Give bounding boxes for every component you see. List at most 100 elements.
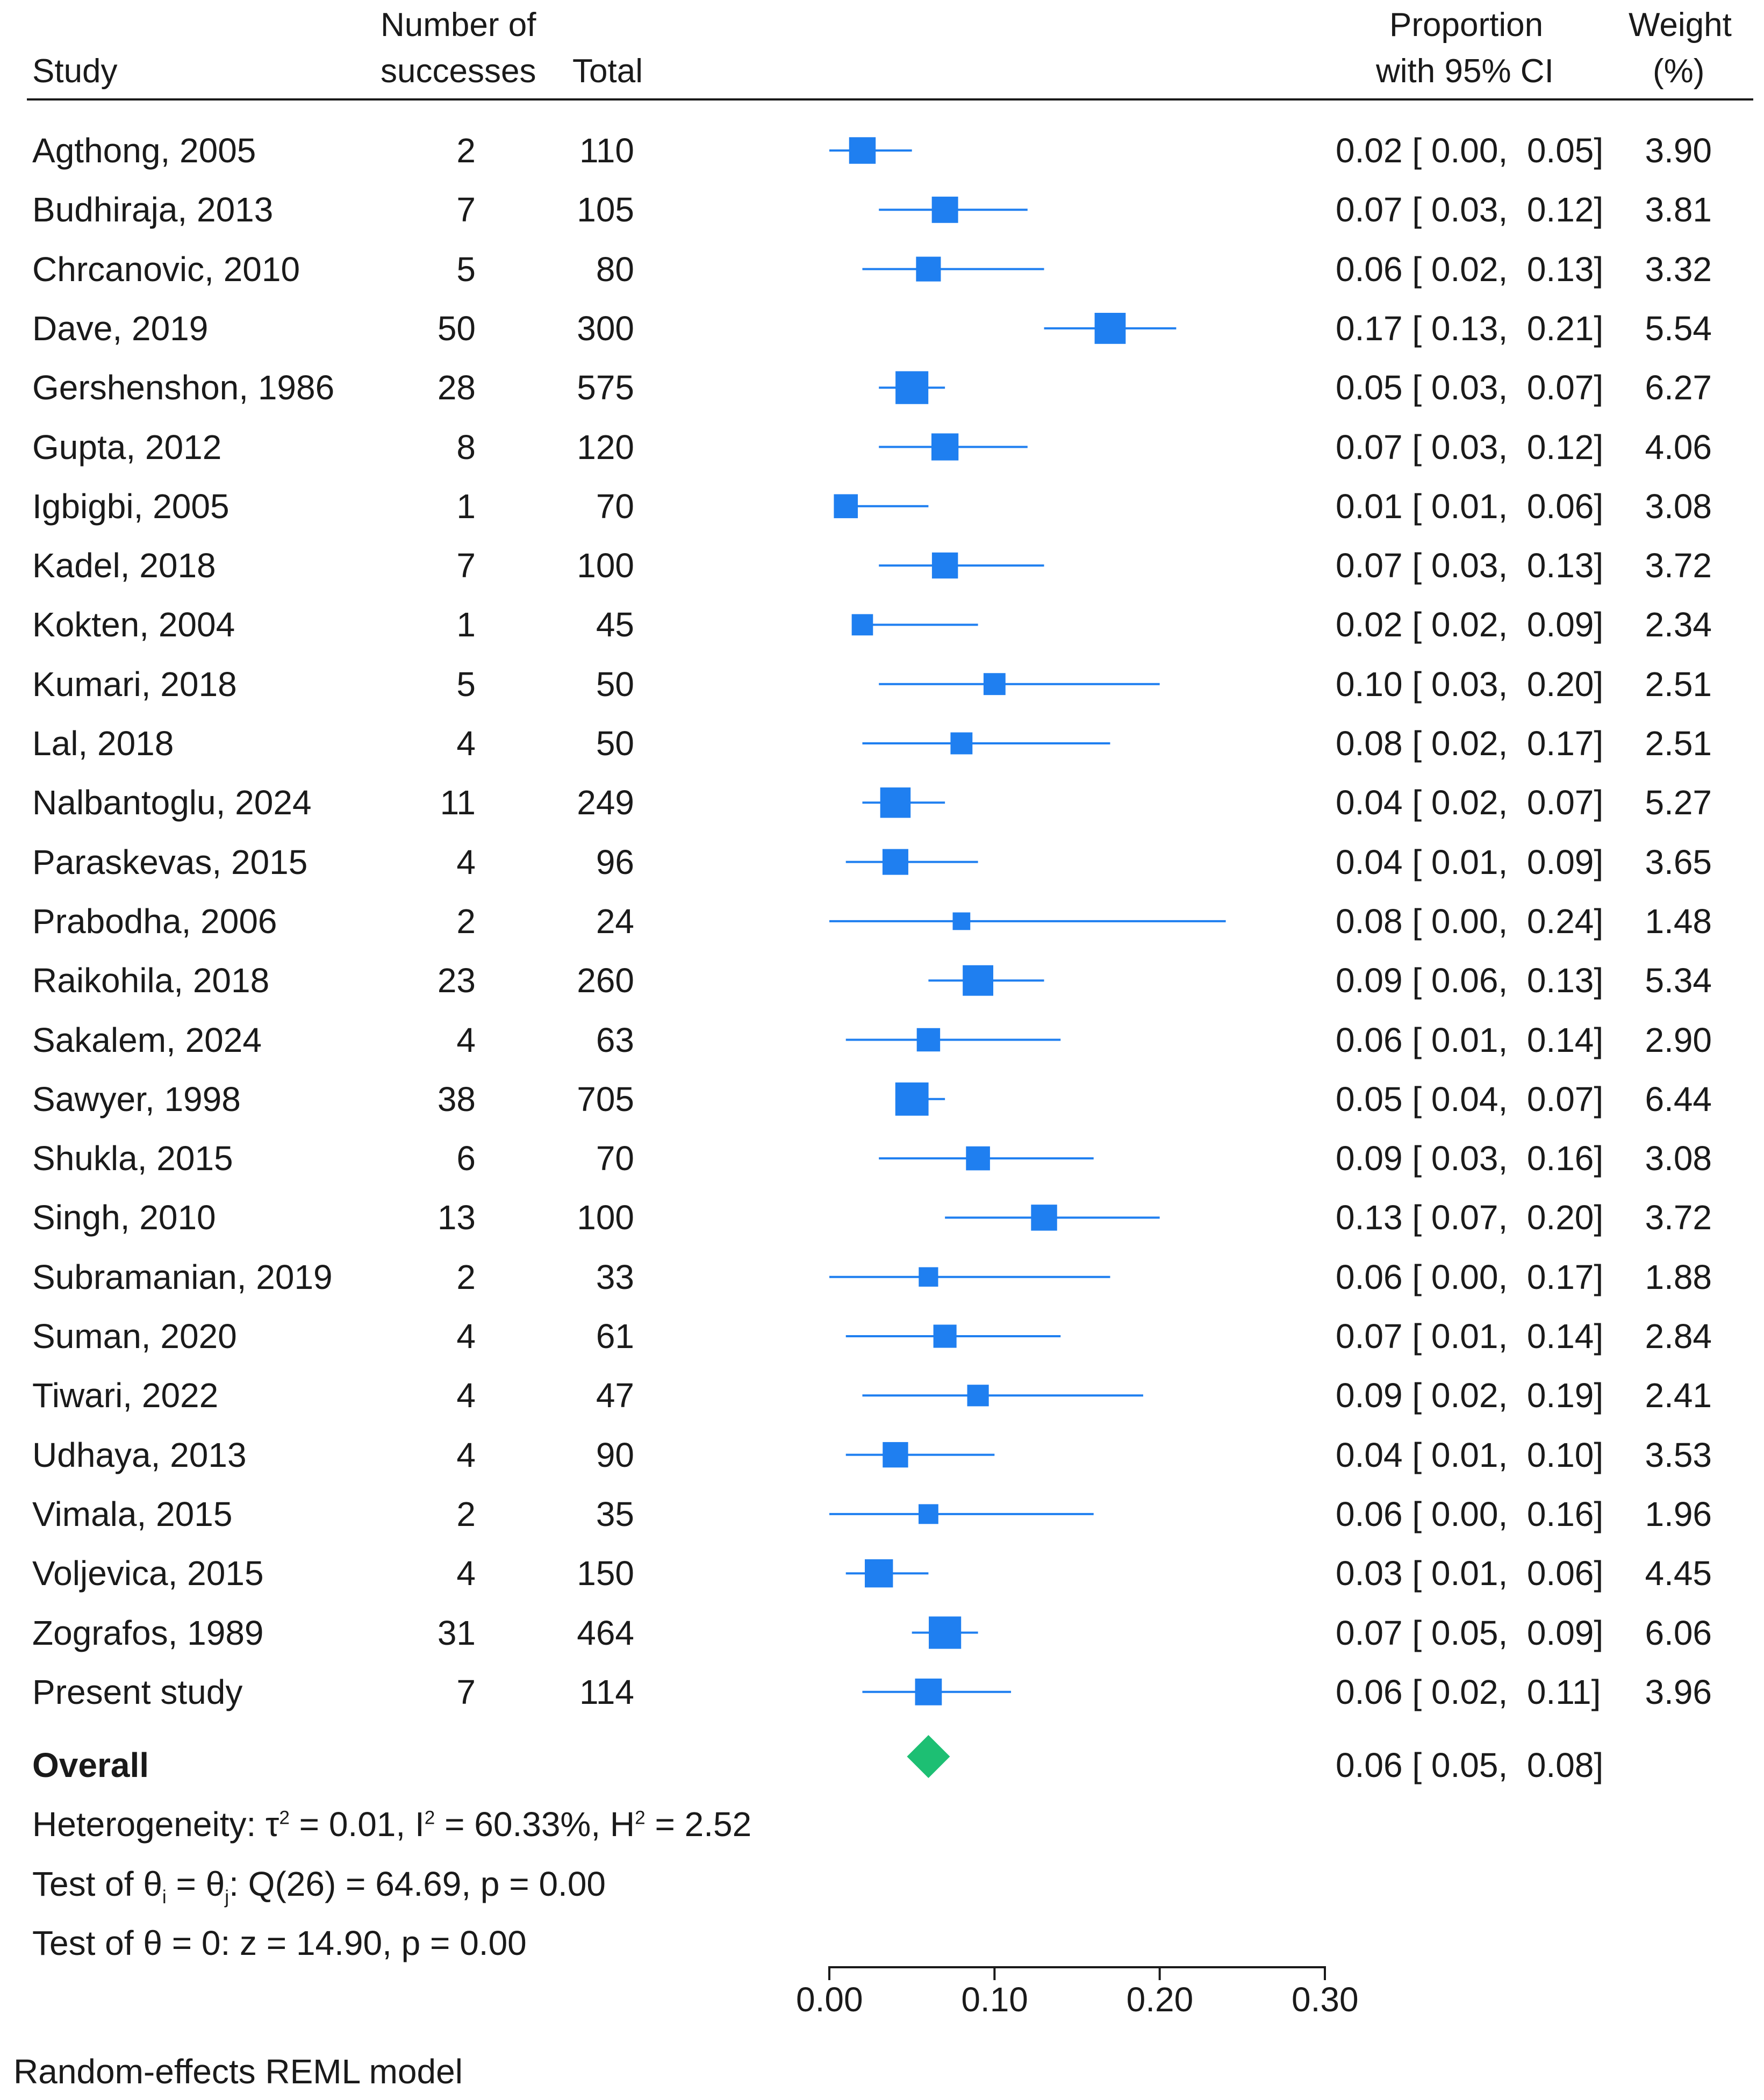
study-weight: 3.72 [1645,546,1712,585]
study-successes: 28 [437,368,476,407]
study-ci-text: 0.06 [ 0.02, 0.11] [1336,1673,1601,1711]
study-weight: 3.53 [1645,1436,1712,1474]
header-proportion-line1: Proportion [1389,6,1544,44]
study-total: 100 [577,546,634,585]
study-name: Dave, 2019 [32,309,209,348]
study-successes: 2 [456,1258,476,1296]
study-name: Singh, 2010 [32,1198,216,1237]
study-name: Subramanian, 2019 [32,1258,333,1296]
model-footer: Random-effects REML model [13,2052,463,2091]
study-ci-text: 0.10 [ 0.03, 0.20] [1336,665,1604,704]
study-ci-text: 0.04 [ 0.02, 0.07] [1336,783,1604,822]
study-ci-text: 0.07 [ 0.03, 0.12] [1336,190,1604,229]
study-weight: 2.34 [1645,605,1712,644]
study-successes: 7 [456,190,476,229]
study-ci-text: 0.02 [ 0.00, 0.05] [1336,131,1604,170]
study-weight: 2.41 [1645,1376,1712,1415]
study-marker [931,433,959,461]
study-ci-text: 0.06 [ 0.00, 0.16] [1336,1495,1604,1533]
study-marker [966,1146,990,1171]
x-tick-label: 0.20 [1126,1980,1194,2019]
study-total: 33 [596,1258,634,1296]
study-ci-text: 0.07 [ 0.03, 0.13] [1336,546,1604,585]
study-successes: 8 [456,428,476,467]
study-name: Kadel, 2018 [32,546,216,585]
x-tick-label: 0.30 [1292,1980,1359,2019]
study-weight: 1.96 [1645,1495,1712,1533]
study-successes: 4 [456,1021,476,1059]
study-name: Chrcanovic, 2010 [32,250,300,289]
study-name: Kumari, 2018 [32,665,237,704]
study-name: Gupta, 2012 [32,428,222,467]
study-weight: 5.34 [1645,961,1712,1000]
study-total: 35 [596,1495,634,1533]
study-successes: 50 [437,309,476,348]
study-name: Paraskevas, 2015 [32,843,308,881]
study-weight: 5.27 [1645,783,1712,822]
study-ci-text: 0.06 [ 0.02, 0.13] [1336,250,1604,289]
x-tick-label: 0.10 [961,1980,1028,2019]
study-successes: 4 [456,1436,476,1474]
study-total: 150 [577,1554,634,1593]
study-ci-text: 0.04 [ 0.01, 0.09] [1336,843,1604,881]
study-name: Lal, 2018 [32,724,174,763]
study-name: Gershenshon, 1986 [32,368,335,407]
study-marker [929,1616,962,1649]
study-name: Voljevica, 2015 [32,1554,264,1593]
study-weight: 2.90 [1645,1021,1712,1059]
study-weight: 6.27 [1645,368,1712,407]
study-marker [931,196,958,223]
study-marker [933,1324,957,1348]
study-name: Vimala, 2015 [32,1495,233,1533]
study-weight: 2.51 [1645,665,1712,704]
header-total: Total [572,53,643,90]
study-weight: 3.81 [1645,190,1712,229]
study-total: 100 [577,1198,634,1237]
study-successes: 7 [456,546,476,585]
study-marker [915,1678,942,1705]
study-weight: 6.44 [1645,1080,1712,1119]
study-marker [967,1385,989,1407]
study-marker [963,965,994,996]
study-ci-text: 0.05 [ 0.03, 0.07] [1336,368,1604,407]
study-name: Udhaya, 2013 [32,1436,247,1474]
study-marker [916,1028,941,1052]
study-total: 80 [596,250,634,289]
study-total: 50 [596,724,634,763]
overall-ci-text: 0.06 [ 0.05, 0.08] [1336,1746,1604,1784]
study-marker [895,371,929,404]
study-ci-text: 0.02 [ 0.02, 0.09] [1336,605,1604,644]
study-total: 47 [596,1376,634,1415]
study-weight: 3.32 [1645,250,1712,289]
study-ci-text: 0.07 [ 0.05, 0.09] [1336,1614,1604,1652]
study-ci-text: 0.09 [ 0.06, 0.13] [1336,961,1604,1000]
study-ci-text: 0.07 [ 0.03, 0.12] [1336,428,1604,467]
study-name: Zografos, 1989 [32,1614,264,1652]
study-ci-text: 0.06 [ 0.00, 0.17] [1336,1258,1604,1296]
header-study: Study [32,53,118,90]
study-marker [983,673,1006,696]
chart-marks [829,137,1226,1778]
study-name: Igbigbi, 2005 [32,487,230,526]
study-marker [1031,1205,1057,1231]
study-successes: 4 [456,724,476,763]
study-ci-text: 0.08 [ 0.02, 0.17] [1336,724,1604,763]
study-name: Sakalem, 2024 [32,1021,262,1059]
study-total: 249 [577,783,634,822]
study-successes: 13 [437,1198,476,1237]
study-name: Tiwari, 2022 [32,1376,219,1415]
study-successes: 5 [456,250,476,289]
test-equal-stat: Test of θi = θj: Q(26) = 64.69, p = 0.00 [32,1865,606,1908]
study-marker [883,1442,908,1468]
header-successes-line2: successes [381,53,536,90]
study-ci-text: 0.03 [ 0.01, 0.06] [1336,1554,1604,1593]
study-ci-text: 0.05 [ 0.04, 0.07] [1336,1080,1604,1119]
study-ci-text: 0.07 [ 0.01, 0.14] [1336,1317,1604,1356]
study-total: 61 [596,1317,634,1356]
study-marker [834,494,858,519]
study-total: 575 [577,368,634,407]
heterogeneity-stat: Heterogeneity: τ2 = 0.01, I2 = 60.33%, H… [32,1805,752,1844]
study-ci-text: 0.17 [ 0.13, 0.21] [1336,309,1604,348]
study-successes: 4 [456,1317,476,1356]
study-total: 110 [579,131,634,170]
